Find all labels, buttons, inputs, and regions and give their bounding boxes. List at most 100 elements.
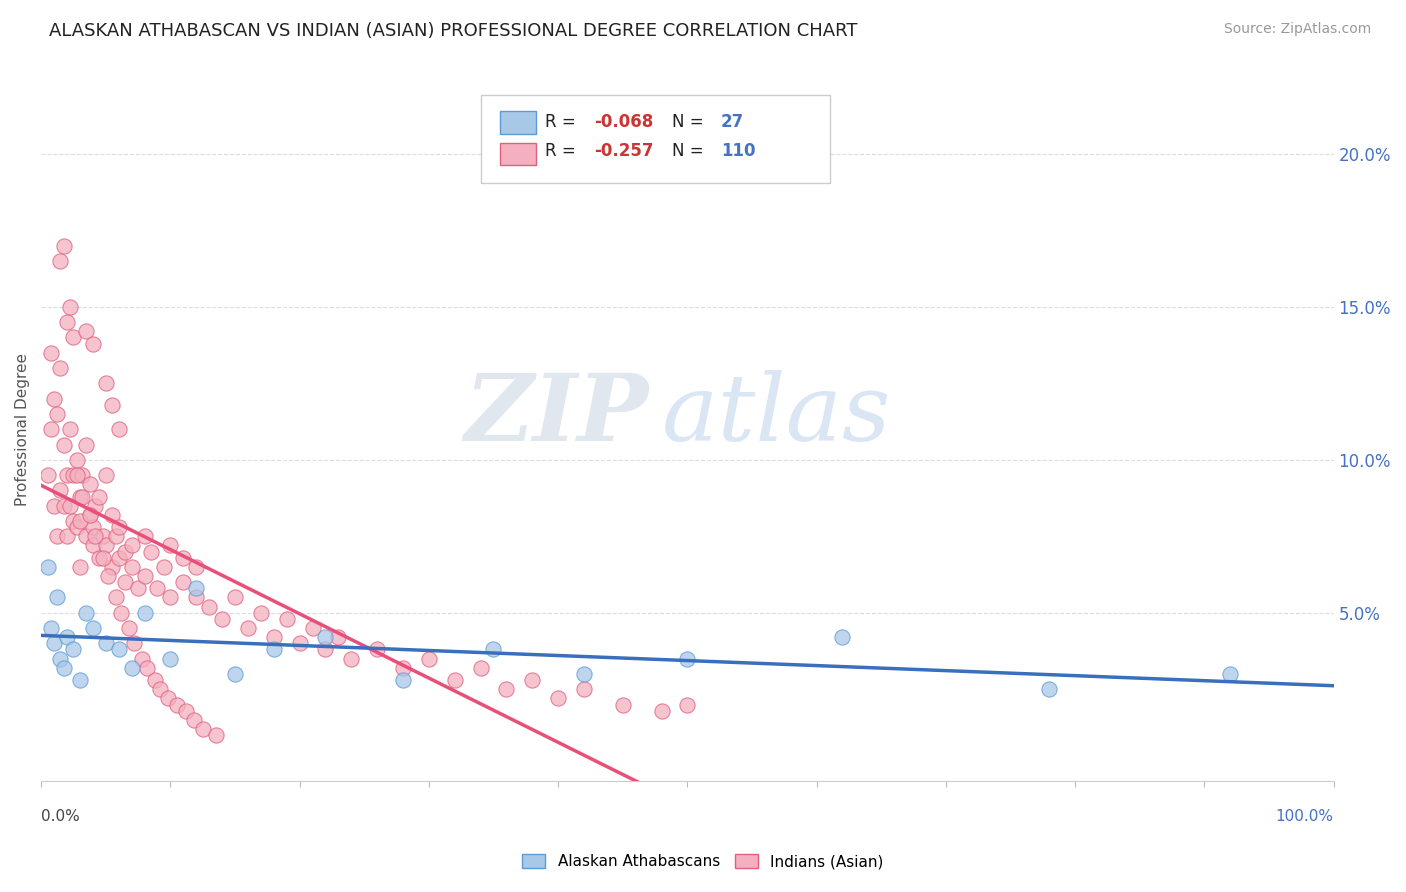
Point xyxy=(651,704,673,718)
Point xyxy=(42,636,65,650)
Point xyxy=(392,661,415,675)
Point xyxy=(1219,667,1241,681)
Point xyxy=(198,599,221,614)
Point xyxy=(49,651,72,665)
Point xyxy=(49,361,72,376)
Point xyxy=(186,560,208,574)
Legend: Alaskan Athabascans, Indians (Asian): Alaskan Athabascans, Indians (Asian) xyxy=(516,847,890,875)
Point xyxy=(53,437,76,451)
Point xyxy=(191,722,214,736)
Point xyxy=(186,591,208,605)
Point xyxy=(134,569,156,583)
Text: ZIP: ZIP xyxy=(464,370,648,460)
Text: R =: R = xyxy=(546,112,581,130)
Point xyxy=(314,630,336,644)
Point xyxy=(314,642,336,657)
Point xyxy=(676,698,699,712)
Point xyxy=(69,514,91,528)
Point xyxy=(45,529,67,543)
Text: -0.257: -0.257 xyxy=(595,142,654,161)
Point xyxy=(66,452,89,467)
Point xyxy=(53,661,76,675)
Point xyxy=(107,520,129,534)
Point xyxy=(82,539,104,553)
Point xyxy=(79,508,101,522)
Point xyxy=(134,529,156,543)
Point xyxy=(470,661,492,675)
Point xyxy=(392,673,415,687)
Point xyxy=(53,499,76,513)
Point xyxy=(443,673,465,687)
Point xyxy=(276,612,298,626)
Point xyxy=(41,621,63,635)
Text: ALASKAN ATHABASCAN VS INDIAN (ASIAN) PROFESSIONAL DEGREE CORRELATION CHART: ALASKAN ATHABASCAN VS INDIAN (ASIAN) PRO… xyxy=(49,22,858,40)
Point xyxy=(572,667,595,681)
Point xyxy=(174,704,197,718)
Point xyxy=(211,612,233,626)
Point xyxy=(224,591,246,605)
Point xyxy=(84,529,107,543)
Point xyxy=(340,651,363,665)
Point xyxy=(84,499,107,513)
Point xyxy=(495,682,517,697)
Text: 27: 27 xyxy=(721,112,744,130)
Point xyxy=(56,529,79,543)
Point xyxy=(94,539,117,553)
Point xyxy=(572,682,595,697)
Point xyxy=(107,642,129,657)
Point xyxy=(149,682,172,697)
Point xyxy=(328,630,350,644)
Point xyxy=(183,713,205,727)
Point xyxy=(121,661,143,675)
Point xyxy=(301,621,323,635)
Point xyxy=(263,642,285,657)
Point xyxy=(58,499,80,513)
Point xyxy=(101,508,124,522)
Point xyxy=(58,422,80,436)
Point xyxy=(159,591,181,605)
Point xyxy=(75,437,97,451)
Point xyxy=(45,591,67,605)
Point xyxy=(62,642,84,657)
Point xyxy=(156,691,179,706)
Point xyxy=(72,468,94,483)
Point xyxy=(89,550,111,565)
Text: -0.068: -0.068 xyxy=(595,112,654,130)
Point xyxy=(166,698,188,712)
Point xyxy=(136,661,159,675)
Point xyxy=(45,407,67,421)
Point xyxy=(82,621,104,635)
Point xyxy=(75,529,97,543)
Point xyxy=(49,254,72,268)
Point xyxy=(110,606,132,620)
FancyBboxPatch shape xyxy=(501,143,536,165)
Point xyxy=(547,691,569,706)
Point xyxy=(134,606,156,620)
Point xyxy=(122,636,145,650)
Point xyxy=(66,468,89,483)
Text: N =: N = xyxy=(672,112,709,130)
Point xyxy=(121,560,143,574)
Point xyxy=(75,606,97,620)
Text: N =: N = xyxy=(672,142,709,161)
Point xyxy=(186,582,208,596)
Point xyxy=(127,582,149,596)
Point xyxy=(101,398,124,412)
Point xyxy=(482,642,505,657)
Text: 0.0%: 0.0% xyxy=(41,809,80,824)
Point xyxy=(94,468,117,483)
Point xyxy=(101,560,124,574)
Point xyxy=(91,529,114,543)
Point xyxy=(69,673,91,687)
Point xyxy=(69,490,91,504)
Point xyxy=(58,300,80,314)
Point xyxy=(366,642,388,657)
Text: 100.0%: 100.0% xyxy=(1275,809,1334,824)
FancyBboxPatch shape xyxy=(501,112,536,134)
Point xyxy=(146,582,169,596)
Point xyxy=(288,636,311,650)
Point xyxy=(139,544,162,558)
Point xyxy=(172,575,194,590)
Point xyxy=(522,673,544,687)
Point xyxy=(49,483,72,498)
